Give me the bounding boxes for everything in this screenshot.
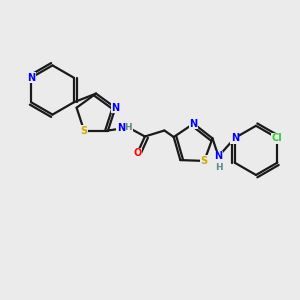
Text: Cl: Cl: [272, 133, 283, 143]
Text: N: N: [190, 118, 198, 129]
Text: N: N: [214, 152, 223, 161]
Text: N: N: [117, 122, 125, 133]
Text: N: N: [231, 133, 239, 143]
Text: H: H: [215, 163, 222, 172]
Text: S: S: [80, 125, 88, 136]
Text: N: N: [27, 73, 35, 83]
Text: H: H: [124, 123, 132, 132]
Text: O: O: [133, 148, 142, 158]
Text: S: S: [201, 156, 208, 166]
Text: N: N: [111, 103, 119, 113]
